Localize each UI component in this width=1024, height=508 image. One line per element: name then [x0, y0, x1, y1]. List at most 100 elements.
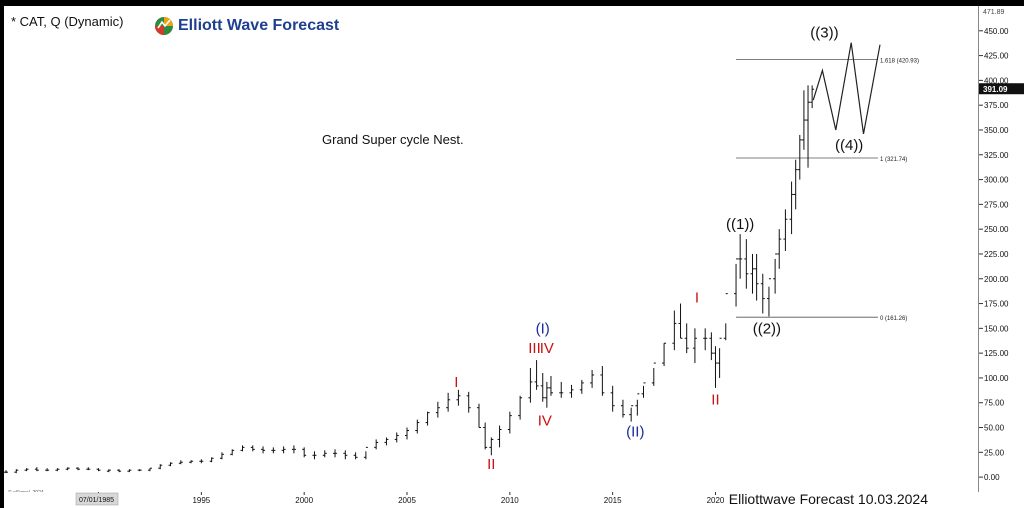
- x-tick-label: 2010: [501, 496, 519, 505]
- ohlc-bar: [777, 229, 782, 269]
- y-tick-label: 125.00: [984, 349, 1009, 358]
- ohlc-bar: [45, 468, 50, 472]
- ohlc-bar: [754, 253, 759, 301]
- ohlc-bar: [456, 389, 461, 406]
- ohlc-bar: [723, 293, 728, 341]
- ohlc-bar: [734, 258, 739, 307]
- wave-label: (I): [536, 320, 550, 337]
- ohlc-bar: [209, 457, 214, 463]
- ohlc-bar: [178, 460, 183, 465]
- ohlc-bar: [281, 446, 286, 454]
- ohlc-bar: [635, 393, 640, 416]
- ohlc-bar: [65, 467, 70, 471]
- y-tick-label: 400.00: [984, 76, 1009, 85]
- ohlc-bar: [789, 181, 794, 235]
- ohlc-bar: [738, 234, 743, 279]
- ohlc-bar: [147, 467, 152, 472]
- ohlc-bar: [137, 469, 142, 472]
- ohlc-bar: [678, 303, 683, 339]
- x-tick-label: 1995: [192, 496, 210, 505]
- ohlc-bar: [168, 462, 173, 467]
- ohlc-bar: [672, 310, 677, 351]
- y-tick-label: 200.00: [984, 275, 1009, 284]
- wave-label: IV: [538, 413, 552, 430]
- x-tick-label: 2000: [295, 496, 313, 505]
- ohlc-bar: [692, 328, 697, 364]
- x-tick-label: 2020: [707, 496, 725, 505]
- fib-level-label: 0 (161.26): [880, 316, 907, 322]
- ohlc-bar: [415, 419, 420, 434]
- plot-area[interactable]: 1.618 (420.93) 1 (321.74) 0 (161.26) I II III…: [4, 6, 978, 496]
- ohlc-bar: [384, 437, 389, 446]
- ohlc-bar: [810, 85, 815, 109]
- ohlc-bar: [518, 395, 523, 420]
- ohlc-bar: [590, 370, 595, 388]
- y-tick-label: 375.00: [984, 101, 1009, 110]
- ohlc-bar: [446, 392, 451, 412]
- ohlc-bar: [353, 452, 358, 460]
- ohlc-bar: [199, 459, 204, 464]
- wave-label: ((1)): [726, 216, 754, 233]
- ohlc-bar: [106, 469, 111, 473]
- ohlc-bar: [322, 450, 327, 458]
- wave-label: II: [487, 456, 495, 473]
- wave-label: I: [454, 374, 458, 391]
- price-chart[interactable]: 1.618 (420.93)1 (321.74)0 (161.26)IIIIII…: [4, 6, 978, 492]
- ohlc-bar: [806, 85, 811, 168]
- ohlc-bar: [343, 450, 348, 460]
- x-cursor-tag: [75, 492, 119, 506]
- top-value-label: 471.89: [983, 9, 1005, 16]
- ohlc-bar: [600, 366, 605, 396]
- y-tick-label: 150.00: [984, 324, 1009, 333]
- ohlc-bar: [559, 381, 564, 398]
- ohlc-bar: [158, 464, 163, 470]
- ohlc-bar: [709, 332, 714, 361]
- wave-label: III: [528, 340, 541, 357]
- ohlc-bar: [363, 446, 368, 460]
- ohlc-bar: [507, 411, 512, 434]
- axis-corner: [978, 492, 1024, 508]
- ohlc-bar: [662, 342, 667, 367]
- fib-level-label: 1 (321.74): [880, 157, 907, 163]
- ohlc-bar: [189, 460, 194, 464]
- ohlc-bar: [425, 411, 430, 426]
- y-tick-label: 75.00: [984, 399, 1005, 408]
- x-tick-label: 2005: [398, 496, 416, 505]
- y-tick-label: 325.00: [984, 151, 1009, 160]
- ohlc-bar: [620, 399, 625, 418]
- ohlc-bar: [14, 469, 19, 474]
- ohlc-bar: [219, 452, 224, 460]
- y-tick-label: 100.00: [984, 374, 1009, 383]
- x-cursor-label: 07/01/1985: [79, 497, 114, 504]
- ohlc-bar: [641, 382, 646, 398]
- y-tick-label: 350.00: [984, 126, 1009, 135]
- ohlc-bar: [797, 134, 802, 180]
- ohlc-bar: [713, 346, 718, 388]
- price-axis[interactable]: 0.00 25.00 50.00 75.00 100.00 125.00 150.00 175…: [978, 6, 1024, 492]
- x-tick-label: 2015: [604, 496, 622, 505]
- ohlc-bar: [261, 446, 266, 454]
- y-tick-label: 225.00: [984, 250, 1009, 259]
- wave-label: ((2)): [753, 320, 781, 337]
- ohlc-bar: [86, 467, 91, 471]
- projection-path: [812, 42, 881, 135]
- ohlc-bar: [534, 360, 539, 390]
- ohlc-bar: [75, 467, 80, 471]
- ewf-logo-icon: [155, 17, 173, 35]
- ohlc-bar: [629, 405, 634, 422]
- ohlc-bar: [773, 253, 778, 294]
- time-axis[interactable]: 199019952000200520102015202007/01/1985 E…: [4, 491, 978, 508]
- ohlc-bar: [4, 470, 8, 474]
- y-tick-label: 425.00: [984, 52, 1009, 61]
- ohlc-bar: [240, 445, 245, 452]
- ohlc-bar: [291, 445, 296, 454]
- ohlc-bar: [405, 427, 410, 440]
- ohlc-bar: [497, 425, 502, 448]
- ohlc-bar: [34, 467, 39, 472]
- wave-label: IV: [540, 340, 554, 357]
- last-price-tag: [979, 83, 1024, 95]
- footer-credit: Elliottwave Forecast 10.03.2024: [728, 491, 928, 507]
- ohlc-bar: [651, 362, 656, 386]
- y-tick-label: 50.00: [984, 424, 1005, 433]
- wave-label: ((3)): [810, 25, 838, 42]
